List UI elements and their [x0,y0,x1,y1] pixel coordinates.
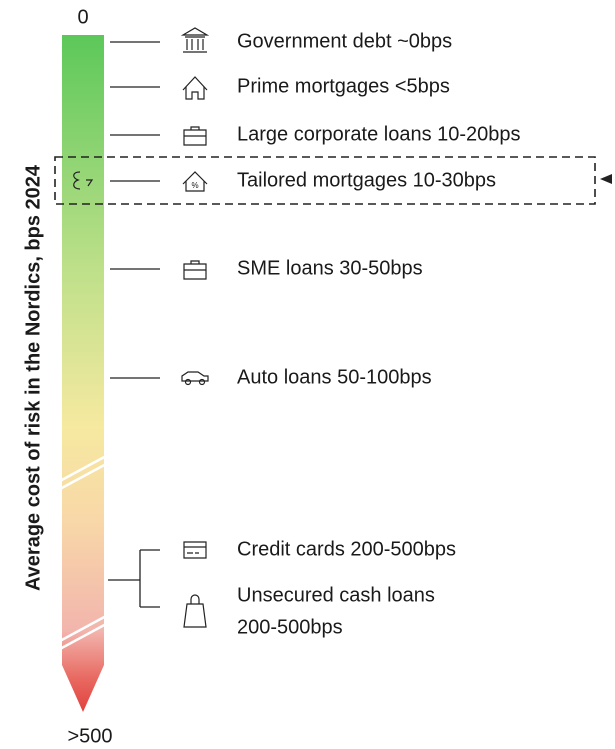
item-label: SME loans 30-50bps [237,257,423,279]
risk-bar [62,35,104,712]
logo [73,171,94,190]
break-marks [57,453,109,652]
item-label: 200-500bps [237,616,343,638]
icons: % [180,27,210,628]
bottom-label: >500 [67,725,112,747]
svg-text:%: % [191,181,198,190]
arrow [600,174,612,184]
item-label: Unsecured cash loans [237,584,435,606]
item-label: Large corporate loans 10-20bps [237,123,521,145]
item-label: Government debt ~0bps [237,30,452,52]
item-label: Auto loans 50-100bps [237,366,432,388]
item-label: Prime mortgages <5bps [237,75,450,97]
labels: Government debt ~0bps Prime mortgages <5b… [237,30,521,638]
item-label: Credit cards 200-500bps [237,538,456,560]
highlight-box [54,156,596,205]
top-label: 0 [77,6,88,28]
item-label: Tailored mortgages 10-30bps [237,169,496,191]
connectors [108,41,160,608]
axis-label: Average cost of risk in the Nordics, bps… [22,164,44,591]
